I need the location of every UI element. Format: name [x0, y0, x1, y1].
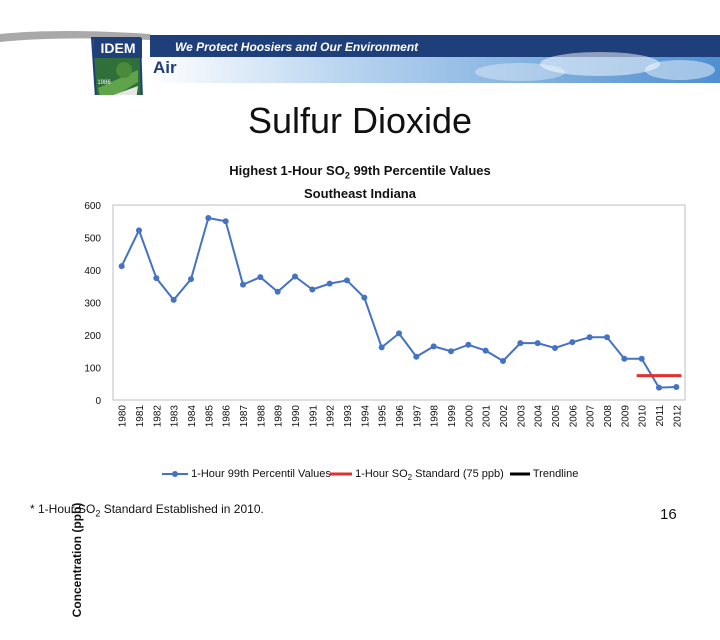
legend-item-trendline: Trendline: [510, 468, 578, 480]
x-tick-label: 1980: [118, 405, 129, 428]
x-tick-label: 2001: [482, 405, 493, 428]
x-tick-label: 1984: [187, 405, 198, 428]
page-number: 16: [660, 506, 677, 523]
data-point: [396, 330, 402, 337]
data-point: [205, 215, 212, 221]
x-tick-label: 2011: [655, 405, 666, 427]
data-point: [361, 294, 368, 301]
x-tick-label: 1985: [204, 405, 215, 428]
data-point: [482, 347, 489, 354]
x-tick-label: 2012: [672, 405, 683, 428]
x-tick-label: 1992: [326, 405, 337, 428]
x-tick-label: 1999: [447, 405, 458, 428]
data-point: [344, 277, 350, 284]
x-tick-label: 1993: [343, 405, 354, 428]
x-tick-label: 1983: [170, 405, 181, 428]
slogan-bar: [150, 35, 720, 57]
x-tick-label: 1987: [239, 405, 250, 428]
x-tick-label: 1990: [291, 405, 302, 428]
y-tick-label: 300: [84, 299, 101, 310]
y-tick-label: 600: [84, 201, 101, 212]
y-tick-label: 100: [84, 364, 101, 375]
y-tick-label: 500: [84, 234, 101, 245]
data-point: [274, 288, 281, 295]
footnote: * 1-Hour SO2 Standard Established in 201…: [30, 502, 264, 519]
x-tick-label: 1981: [135, 405, 146, 428]
legend-item-series: 1-Hour 99th Percentil Values: [162, 468, 331, 480]
header-banner: IDEM 1986 We Protect Hoosiers and Our En…: [0, 31, 720, 95]
data-point: [292, 273, 298, 280]
data-point: [188, 276, 194, 283]
data-point: [413, 353, 420, 360]
x-tick-label: 1998: [430, 405, 441, 428]
x-tick-label: 2008: [603, 405, 614, 428]
x-tick-label: 1991: [308, 405, 319, 428]
data-point: [586, 334, 593, 341]
section-label: Air: [153, 58, 177, 77]
data-point: [170, 296, 177, 303]
x-tick-label: 2002: [499, 405, 510, 428]
legend-standard-icon: [330, 472, 352, 476]
plot-area: [112, 204, 686, 401]
x-tick-label: 2009: [620, 405, 631, 428]
chart-title: Highest 1-Hour SO2 99th Percentile Value…: [150, 162, 570, 203]
data-point: [656, 384, 662, 391]
chart-title-line2: Southeast Indiana: [304, 185, 416, 201]
data-point: [257, 274, 264, 281]
x-tick-label: 1997: [412, 405, 423, 428]
data-point: [326, 280, 333, 287]
data-point: [638, 355, 645, 362]
x-tick-label: 1982: [152, 405, 163, 428]
chart-title-line1: Highest 1-Hour SO2 99th Percentile Value…: [229, 163, 491, 181]
data-point: [153, 275, 160, 282]
data-point: [569, 339, 576, 346]
y-tick-label: 400: [84, 266, 101, 277]
data-point: [309, 286, 316, 293]
y-tick-label: 200: [84, 331, 101, 342]
data-point: [604, 334, 610, 341]
x-tick-label: 1994: [360, 405, 371, 428]
x-tick-label: 1986: [222, 405, 233, 428]
x-tick-label: 2005: [551, 405, 562, 428]
line-chart: 0 100 200 300 400 500 600 1980 1981 1982 1983 1984 1…: [84, 201, 686, 428]
series-line: [120, 216, 677, 389]
x-tick-label: 1988: [256, 405, 267, 428]
x-tick-label: 1989: [274, 405, 285, 428]
x-tick-label: 2003: [516, 405, 527, 428]
data-point: [517, 340, 524, 347]
seal-year: 1986: [97, 80, 111, 86]
data-point: [448, 348, 454, 355]
x-tick-label: 2010: [638, 405, 649, 428]
slogan-text: We Protect Hoosiers and Our Environment: [175, 40, 419, 54]
legend-item-standard: 1-Hour SO2 Standard (75 ppb): [330, 468, 504, 482]
slide-title: Sulfur Dioxide: [247, 100, 473, 141]
x-tick-label: 1996: [395, 405, 406, 428]
logo-text: IDEM: [101, 40, 136, 56]
data-point: [118, 263, 125, 270]
x-tick-label: 2007: [586, 405, 597, 428]
data-point: [552, 345, 558, 351]
data-point: [378, 344, 385, 351]
data-point: [240, 281, 246, 288]
data-point: [621, 355, 628, 362]
x-tick-label: 2006: [568, 405, 579, 428]
legend-trendline-icon: [510, 472, 530, 476]
data-point: [222, 218, 229, 225]
data-point: [673, 384, 680, 390]
data-point: [430, 343, 437, 350]
x-tick-label: 2004: [534, 405, 545, 428]
chart-legend: 1-Hour 99th Percentil Values 1-Hour SO2 …: [0, 466, 720, 484]
x-tick-label: 1995: [378, 405, 389, 428]
data-point: [534, 340, 541, 347]
legend-series-icon: [162, 471, 188, 478]
data-point: [465, 341, 472, 348]
y-tick-label: 0: [95, 396, 101, 407]
data-point: [136, 227, 142, 234]
x-tick-label: 2000: [464, 405, 475, 428]
data-point: [500, 358, 506, 364]
